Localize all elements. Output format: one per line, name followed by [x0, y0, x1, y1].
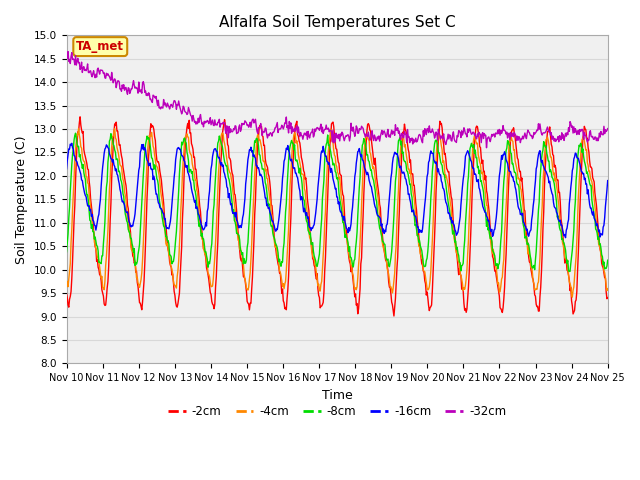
Legend: -2cm, -4cm, -8cm, -16cm, -32cm: -2cm, -4cm, -8cm, -16cm, -32cm — [163, 401, 511, 423]
Text: TA_met: TA_met — [76, 40, 124, 53]
Y-axis label: Soil Temperature (C): Soil Temperature (C) — [15, 135, 28, 264]
X-axis label: Time: Time — [322, 389, 353, 402]
Title: Alfalfa Soil Temperatures Set C: Alfalfa Soil Temperatures Set C — [219, 15, 456, 30]
